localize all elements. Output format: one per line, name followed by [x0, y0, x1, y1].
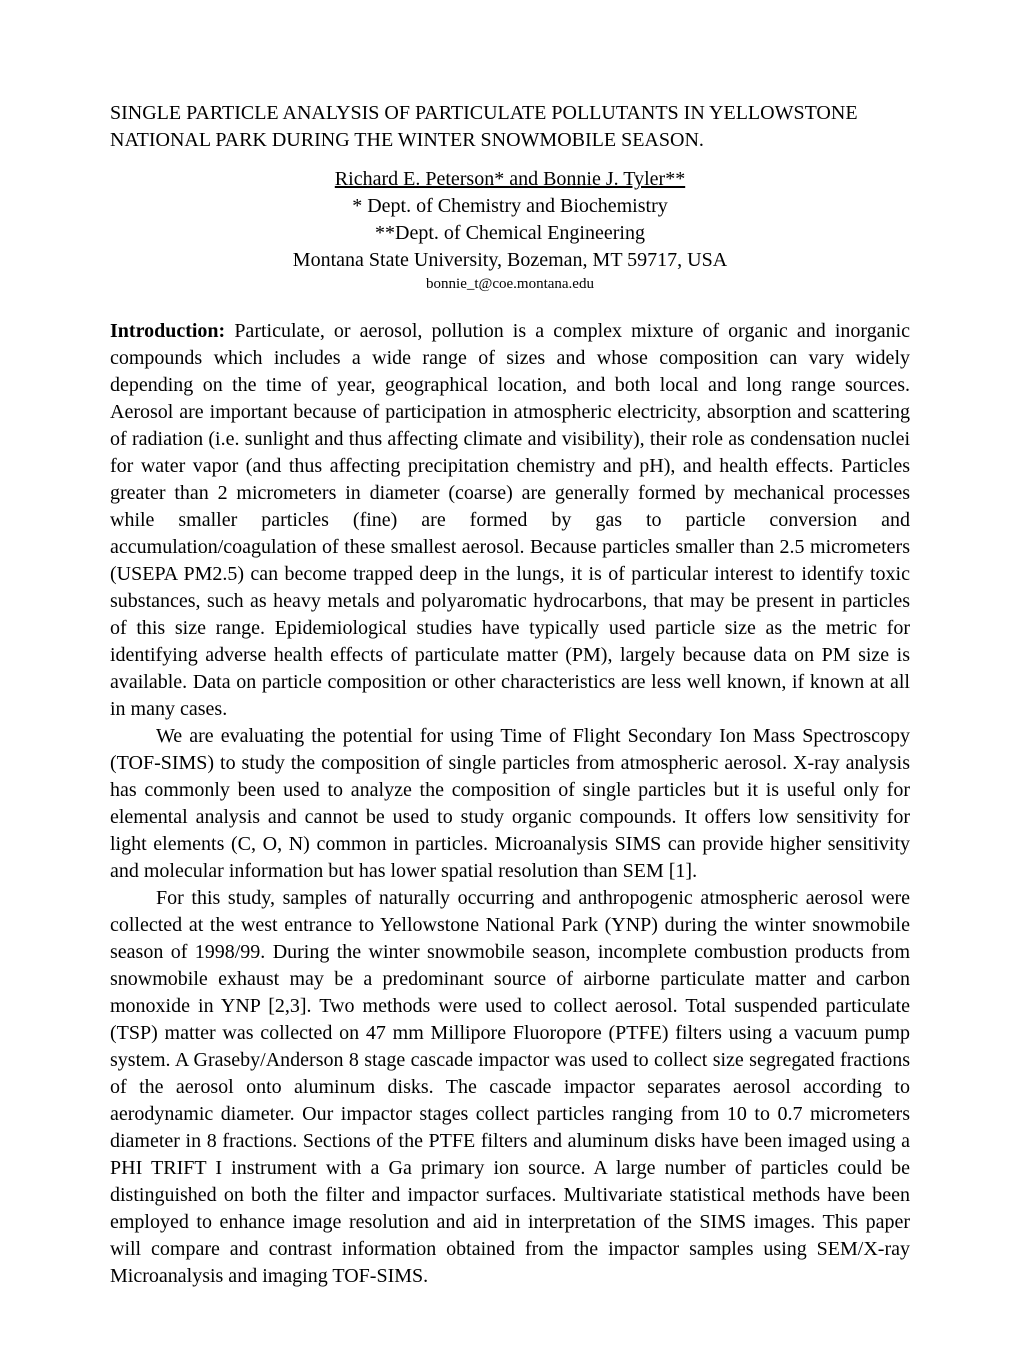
paragraph-1-text: Particulate, or aerosol, pollution is a …	[110, 320, 910, 720]
author-email: bonnie_t@coe.montana.edu	[110, 274, 910, 294]
affiliation-line-3: Montana State University, Bozeman, MT 59…	[110, 247, 910, 274]
affiliation-line-2: **Dept. of Chemical Engineering	[110, 220, 910, 247]
paper-title: SINGLE PARTICLE ANALYSIS OF PARTICULATE …	[110, 100, 910, 154]
author-names: Richard E. Peterson* and Bonnie J. Tyler…	[110, 166, 910, 193]
paragraph-3: For this study, samples of naturally occ…	[110, 885, 910, 1290]
paragraph-2: We are evaluating the potential for usin…	[110, 723, 910, 885]
body-text: Introduction: Particulate, or aerosol, p…	[110, 318, 910, 1290]
authors-block: Richard E. Peterson* and Bonnie J. Tyler…	[110, 166, 910, 294]
page: SINGLE PARTICLE ANALYSIS OF PARTICULATE …	[0, 0, 1020, 1370]
affiliation-line-1: * Dept. of Chemistry and Biochemistry	[110, 193, 910, 220]
paragraph-1: Introduction: Particulate, or aerosol, p…	[110, 318, 910, 723]
section-label: Introduction:	[110, 320, 225, 342]
